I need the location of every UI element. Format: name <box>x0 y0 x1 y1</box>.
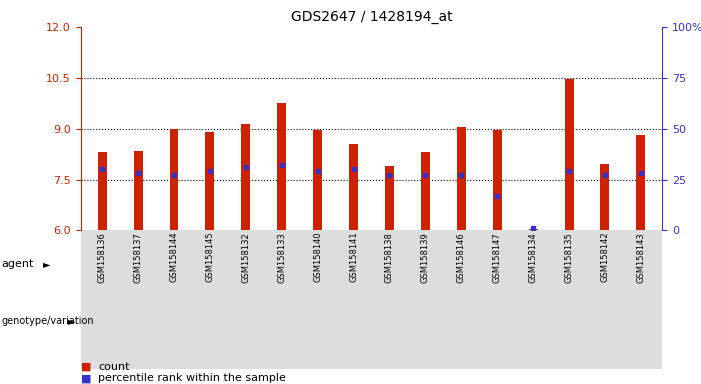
Text: ■: ■ <box>81 373 91 383</box>
Bar <box>81 245 369 284</box>
Text: wild type: wild type <box>418 316 470 326</box>
Text: wild type: wild type <box>128 316 179 326</box>
Bar <box>278 103 286 230</box>
Bar <box>493 130 502 230</box>
Bar <box>564 79 573 230</box>
Bar <box>81 230 662 369</box>
Text: ►: ► <box>67 316 75 326</box>
Bar <box>421 152 430 230</box>
Text: RAG null mutant: RAG null mutant <box>544 316 636 326</box>
Text: RAG null mutant: RAG null mutant <box>253 316 345 326</box>
Title: GDS2647 / 1428194_at: GDS2647 / 1428194_at <box>291 10 452 25</box>
Bar <box>529 229 538 230</box>
Text: control: control <box>205 258 247 270</box>
Bar <box>457 127 465 230</box>
Text: genotype/variation: genotype/variation <box>1 316 94 326</box>
Text: percentile rank within the sample: percentile rank within the sample <box>98 373 286 383</box>
Text: ■: ■ <box>81 362 91 372</box>
Bar <box>374 299 515 343</box>
Bar <box>313 130 322 230</box>
Bar <box>134 151 142 230</box>
Text: allergen: allergen <box>491 258 543 270</box>
Bar <box>519 299 660 343</box>
Text: count: count <box>98 362 130 372</box>
Text: ►: ► <box>43 259 50 269</box>
Bar <box>83 299 224 343</box>
Bar <box>374 245 660 284</box>
Bar <box>170 129 179 230</box>
Bar <box>385 166 394 230</box>
Bar <box>349 144 358 230</box>
Text: agent: agent <box>1 259 34 269</box>
Bar <box>97 152 107 230</box>
Bar <box>601 164 609 230</box>
Bar <box>228 299 369 343</box>
Bar <box>205 132 215 230</box>
Bar <box>637 136 646 230</box>
Bar <box>241 124 250 230</box>
